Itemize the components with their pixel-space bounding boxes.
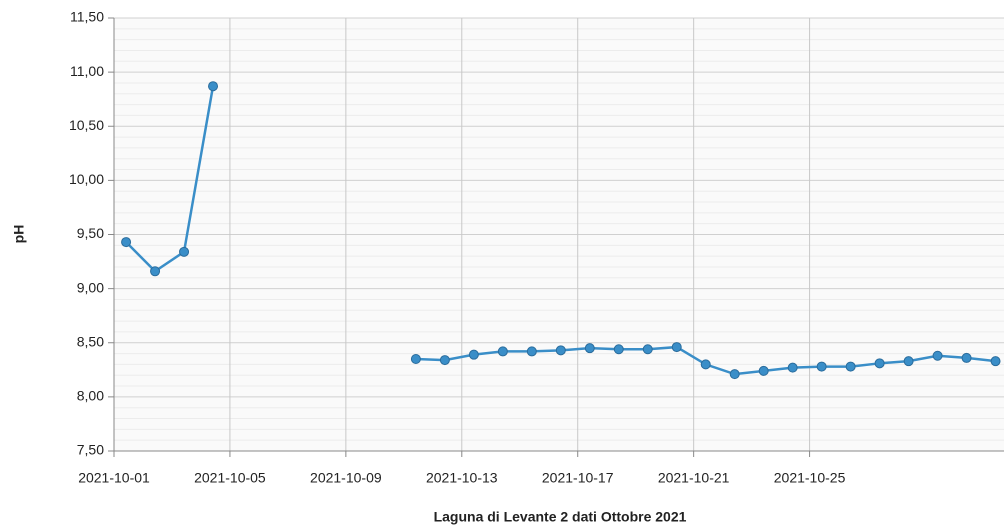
point bbox=[439, 355, 450, 366]
y-tick-label: 8,50 bbox=[77, 333, 104, 349]
point bbox=[874, 358, 885, 369]
point bbox=[179, 246, 190, 257]
x-tick-label: 2021-10-05 bbox=[194, 470, 266, 486]
y-tick-label: 11,50 bbox=[70, 9, 104, 25]
y-tick-label: 10,00 bbox=[69, 171, 104, 187]
x-tick-label: 2021-10-21 bbox=[658, 470, 730, 486]
line bbox=[125, 85, 215, 273]
y-tick-label: 8,00 bbox=[77, 388, 104, 404]
point bbox=[555, 345, 566, 356]
y-tick-label: 9,50 bbox=[77, 225, 104, 241]
point bbox=[584, 343, 595, 354]
point bbox=[468, 349, 479, 360]
point bbox=[787, 362, 798, 373]
point bbox=[758, 365, 769, 376]
point bbox=[729, 369, 740, 380]
y-tick-label: 11,00 bbox=[70, 63, 104, 79]
y-tick-label: 10,50 bbox=[69, 117, 104, 133]
point bbox=[150, 266, 161, 277]
point bbox=[642, 344, 653, 355]
point bbox=[990, 356, 1001, 367]
point bbox=[497, 346, 508, 357]
x-axis-title: Laguna di Levante 2 dati Ottobre 2021 bbox=[434, 509, 687, 525]
point bbox=[700, 359, 711, 370]
point bbox=[410, 353, 421, 364]
point bbox=[613, 344, 624, 355]
x-tick-label: 2021-10-01 bbox=[78, 470, 150, 486]
y-tick-label: 9,00 bbox=[77, 279, 104, 295]
x-tick-label: 2021-10-17 bbox=[542, 470, 614, 486]
point bbox=[961, 352, 972, 363]
y-axis-label: pH bbox=[11, 225, 27, 244]
point bbox=[932, 350, 943, 361]
point bbox=[526, 346, 537, 357]
y-tick-label: 7,50 bbox=[77, 442, 104, 458]
x-tick-label: 2021-10-25 bbox=[774, 470, 846, 486]
point bbox=[903, 356, 914, 367]
point bbox=[845, 361, 856, 372]
point bbox=[208, 81, 219, 92]
point bbox=[816, 361, 827, 372]
x-tick-label: 2021-10-13 bbox=[426, 470, 498, 486]
point bbox=[121, 237, 132, 248]
x-tick-label: 2021-10-09 bbox=[310, 470, 382, 486]
point bbox=[671, 342, 682, 353]
